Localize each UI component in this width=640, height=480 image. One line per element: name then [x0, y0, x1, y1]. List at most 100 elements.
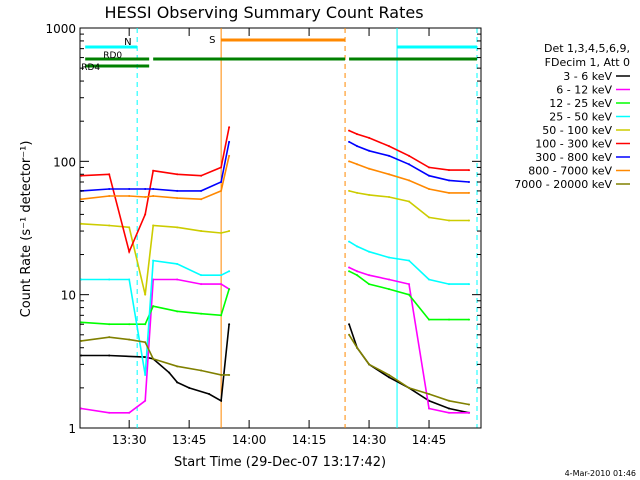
data-point: [168, 371, 171, 374]
data-point: [408, 283, 411, 286]
legend-label: 800 - 7000 keV: [528, 165, 612, 178]
data-point: [448, 219, 451, 222]
data-point: [176, 278, 179, 281]
data-point: [468, 403, 471, 406]
data-point: [388, 288, 391, 291]
data-point: [228, 230, 231, 233]
data-point: [348, 160, 351, 163]
data-point: [144, 373, 147, 376]
data-point: [448, 283, 451, 286]
series-line-2: [81, 270, 469, 325]
y-axis-label: Count Rate (s⁻¹ detector⁻¹): [19, 141, 34, 318]
data-point: [144, 293, 147, 296]
data-point: [388, 256, 391, 259]
data-point: [220, 166, 223, 169]
data-point: [220, 283, 223, 286]
data-point: [144, 213, 147, 216]
data-point: [388, 196, 391, 199]
data-point: [80, 339, 83, 342]
data-point: [176, 189, 179, 192]
data-point: [152, 259, 155, 262]
data-point: [356, 191, 359, 194]
data-point: [80, 407, 83, 410]
data-point: [408, 386, 411, 389]
data-point: [80, 198, 83, 201]
data-point: [108, 278, 111, 281]
data-point: [200, 189, 203, 192]
data-point: [408, 163, 411, 166]
plot-area: [79, 27, 482, 429]
data-point: [448, 191, 451, 194]
data-point: [468, 191, 471, 194]
data-point: [108, 354, 111, 357]
x-tick-label: 14:15: [292, 433, 327, 447]
data-point: [200, 174, 203, 177]
data-point: [220, 232, 223, 235]
data-point: [388, 278, 391, 281]
legend: Det 1,3,4,5,6,9,FDecim 1, Att 03 - 6 keV…: [514, 42, 630, 191]
data-point: [108, 411, 111, 414]
y-tick-label: 100: [53, 155, 76, 169]
data-point: [368, 193, 371, 196]
data-point: [348, 140, 351, 143]
data-point: [200, 198, 203, 201]
data-point: [208, 392, 211, 395]
data-point: [200, 369, 203, 372]
data-point: [228, 140, 231, 143]
series-group: [80, 126, 471, 414]
data-point: [468, 169, 471, 172]
data-point: [428, 166, 431, 169]
axis-ticks: 13:30 13:45 14:00 14:15 14:30 14:45 1 10 100 1000: [45, 22, 481, 447]
data-point: [448, 318, 451, 321]
data-point: [368, 283, 371, 286]
data-point: [448, 169, 451, 172]
data-point: [356, 133, 359, 136]
data-point: [428, 174, 431, 177]
data-point: [200, 274, 203, 277]
data-point: [368, 274, 371, 277]
data-point: [356, 145, 359, 148]
data-point: [128, 338, 131, 341]
data-point: [176, 197, 179, 200]
data-point: [176, 310, 179, 313]
y-tick-label: 1000: [45, 22, 76, 36]
data-point: [152, 305, 155, 308]
data-point: [368, 250, 371, 253]
legend-label: 7000 - 20000 keV: [514, 178, 612, 191]
x-tick-label: 13:45: [172, 433, 207, 447]
data-point: [408, 179, 411, 182]
y-tick-label: 1: [68, 422, 76, 436]
data-point: [144, 188, 147, 191]
data-point: [152, 224, 155, 227]
data-point: [176, 173, 179, 176]
data-point: [108, 224, 111, 227]
timestamp: 4-Mar-2010 01:46: [565, 469, 636, 478]
data-point: [108, 194, 111, 197]
data-point: [152, 169, 155, 172]
data-point: [228, 373, 231, 376]
data-point: [348, 333, 351, 336]
data-point: [80, 278, 83, 281]
data-point: [368, 149, 371, 152]
data-point: [128, 226, 131, 229]
data-point: [220, 314, 223, 317]
data-point: [108, 173, 111, 176]
series-line-3: [81, 240, 469, 376]
data-point: [176, 226, 179, 229]
legend-label: 25 - 50 keV: [549, 111, 612, 124]
data-point: [220, 180, 223, 183]
legend-label: 12 - 25 keV: [549, 97, 612, 110]
data-point: [388, 373, 391, 376]
data-point: [428, 216, 431, 219]
data-point: [128, 250, 131, 253]
data-point: [356, 245, 359, 248]
data-point: [356, 270, 359, 273]
data-point: [176, 262, 179, 265]
data-point: [368, 136, 371, 139]
x-tick-label: 14:45: [412, 433, 447, 447]
data-point: [152, 194, 155, 197]
legend-header: Det 1,3,4,5,6,9,: [544, 42, 630, 55]
data-point: [228, 126, 231, 129]
